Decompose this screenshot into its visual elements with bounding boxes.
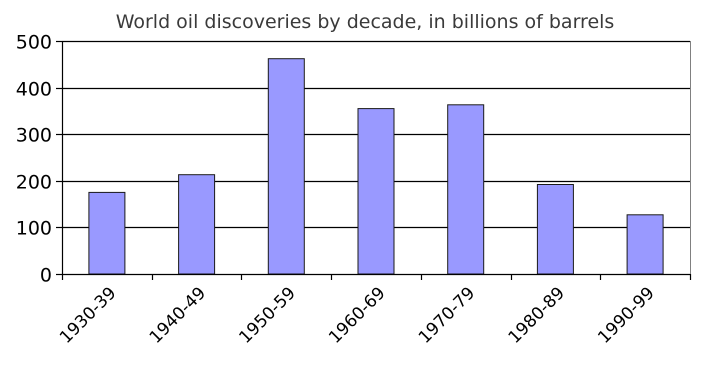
x-tick-label: 1940-49 [146, 283, 210, 347]
bar-1940-49 [178, 174, 216, 275]
y-tick-label: 100 [16, 218, 52, 240]
x-tick-label: 1990-99 [594, 283, 658, 347]
x-tick-label: 1930-39 [56, 283, 120, 347]
y-tick-label: 200 [16, 172, 52, 194]
bar-1980-89 [536, 184, 574, 275]
axes [56, 40, 692, 280]
bar-1990-99 [626, 214, 664, 275]
x-tick-label: 1980-89 [505, 283, 569, 347]
y-tick-labels: 0 100 200 300 400 500 [16, 32, 52, 287]
x-tick-label: 1970-79 [415, 283, 479, 347]
bar-1970-79 [447, 104, 485, 275]
y-tick-label: 0 [40, 265, 52, 287]
chart-title: World oil discoveries by decade, in bill… [116, 11, 615, 33]
x-tick-labels: 1930-39 1940-49 1950-59 1960-69 1970-79 1980-… [56, 283, 659, 347]
bars [88, 58, 664, 275]
bar-1960-69 [357, 108, 395, 275]
x-tick-label: 1960-69 [325, 283, 389, 347]
x-tick-label: 1950-59 [235, 283, 299, 347]
y-tick-label: 300 [16, 125, 52, 147]
bar-1930-39 [88, 191, 126, 275]
y-tick-label: 400 [16, 79, 52, 101]
bar-1950-59 [267, 58, 305, 275]
y-tick-label: 500 [16, 32, 52, 54]
